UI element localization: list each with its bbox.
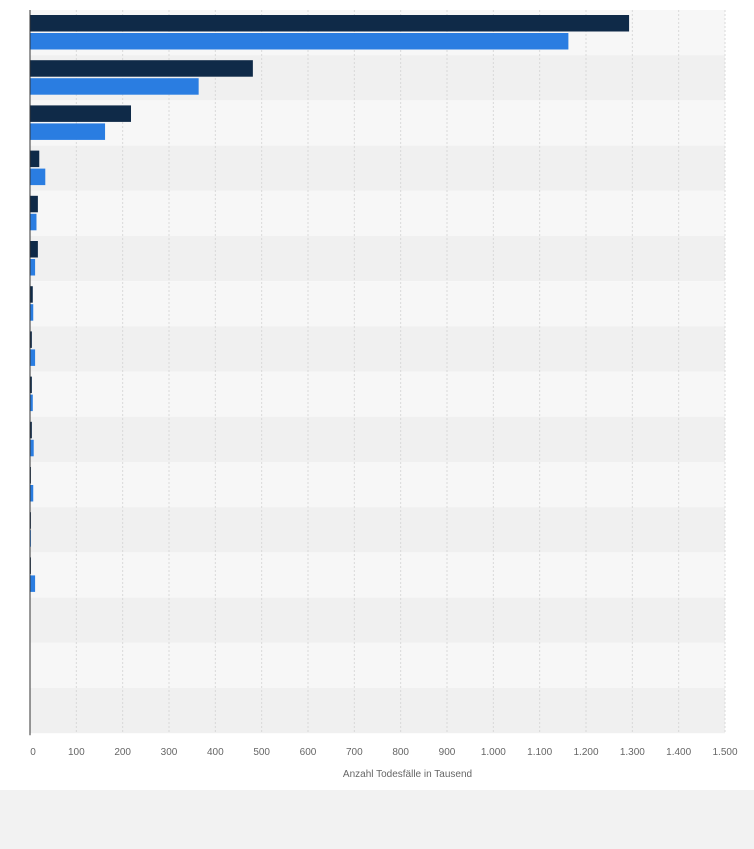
x-tick-label: 1.100 <box>527 747 552 758</box>
x-tick-label: 1.200 <box>573 747 598 758</box>
x-tick-label: 1.000 <box>481 747 506 758</box>
x-tick-label: 100 <box>68 747 85 758</box>
bar-series-2[interactable] <box>30 78 199 95</box>
bar-series-2[interactable] <box>30 439 34 457</box>
bar-series-2[interactable] <box>30 394 33 412</box>
x-tick-label: 500 <box>253 747 270 758</box>
category-band <box>30 371 725 417</box>
x-tick-label: 1.300 <box>620 747 645 758</box>
x-tick-label: 1.500 <box>712 747 737 758</box>
bar-series-1[interactable] <box>30 241 38 258</box>
grid-lines <box>75 10 726 734</box>
x-tick-label: 200 <box>114 747 131 758</box>
bar-series-2[interactable] <box>30 213 37 231</box>
category-band <box>30 507 725 553</box>
x-tick-label: 0 <box>30 747 36 758</box>
bars <box>30 15 630 592</box>
x-tick-label: 900 <box>439 747 456 758</box>
category-band <box>30 462 725 508</box>
bar-series-2[interactable] <box>30 123 106 140</box>
category-band <box>30 326 725 372</box>
bar-series-2[interactable] <box>30 349 36 366</box>
category-band <box>30 416 725 462</box>
bar-series-2[interactable] <box>30 259 36 276</box>
bar-series-2[interactable] <box>30 575 36 592</box>
bar-chart: 0 100 200 300 400 500 600 700 800 900 1.000 1.100 1.… <box>29 10 738 780</box>
bar-series-2[interactable] <box>30 33 569 50</box>
bar-series-1[interactable] <box>30 60 253 77</box>
bar-series-1[interactable] <box>30 15 630 32</box>
x-tick-label: 600 <box>300 747 317 758</box>
category-band <box>30 145 725 191</box>
x-axis-ticks: 0 100 200 300 400 500 600 700 800 900 1.000 1.100 1.… <box>30 747 738 758</box>
category-band <box>30 597 725 643</box>
bar-series-1[interactable] <box>30 286 33 303</box>
footer-strip <box>0 790 754 849</box>
category-band <box>30 281 725 327</box>
x-axis-title: Anzahl Todesfälle in Tausend <box>343 769 472 780</box>
bar-series-1[interactable] <box>30 376 32 394</box>
category-band <box>30 688 725 734</box>
category-band <box>30 552 725 598</box>
x-tick-label: 700 <box>346 747 363 758</box>
x-tick-label: 1.400 <box>666 747 691 758</box>
category-band <box>30 100 725 146</box>
category-band <box>30 190 725 236</box>
bar-series-1[interactable] <box>30 195 38 213</box>
bar-series-2[interactable] <box>30 168 46 186</box>
x-tick-label: 800 <box>392 747 409 758</box>
category-band <box>30 236 725 282</box>
bar-series-2[interactable] <box>30 485 34 502</box>
x-tick-label: 400 <box>207 747 224 758</box>
bar-series-1[interactable] <box>30 331 32 348</box>
category-bands <box>30 10 725 734</box>
x-tick-label: 300 <box>161 747 178 758</box>
bar-series-1[interactable] <box>30 105 132 122</box>
category-band <box>30 642 725 688</box>
bar-series-2[interactable] <box>30 304 34 321</box>
bar-series-1[interactable] <box>30 150 40 168</box>
bar-series-1[interactable] <box>30 421 32 439</box>
